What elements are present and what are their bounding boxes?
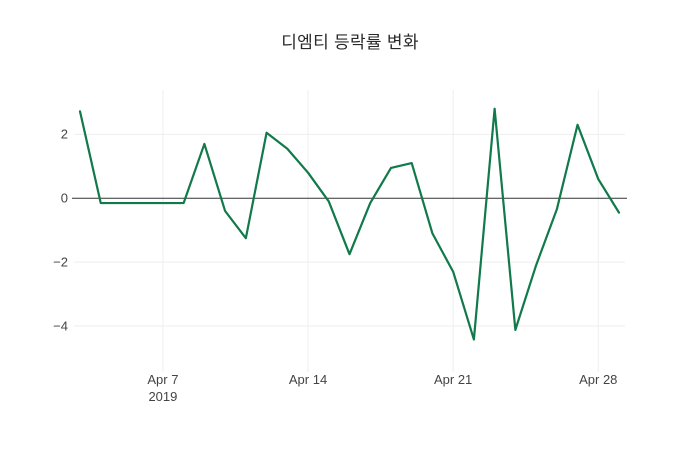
x-axis-tick-label: Apr 14 (248, 372, 368, 387)
x-axis-tick-label-text: Apr 14 (288, 372, 328, 387)
x-axis-year-label: 2019 (148, 389, 178, 404)
x-axis-tick-label-text: Apr 28 (579, 372, 618, 387)
data-series-line (78, 107, 621, 341)
plot-area (72, 90, 627, 372)
x-axis-tick-label-text: Apr 7 (147, 372, 179, 387)
x-axis-tick-label: Apr 21 (393, 372, 513, 387)
x-axis-tick-label-text: Apr 21 (433, 372, 473, 387)
y-axis-tick-label: 2 (60, 126, 68, 142)
y-axis-tick-label: −4 (53, 318, 68, 334)
line-chart-svg (72, 90, 627, 372)
vertical-gridlines (162, 90, 599, 372)
horizontal-gridlines (74, 133, 625, 327)
y-axis-tick-label: 0 (60, 190, 68, 206)
x-axis-tick-label: Apr 28 (538, 372, 658, 387)
y-axis-tick-label: −2 (53, 254, 68, 270)
x-axis-tick-label: Apr 7 2019 (103, 372, 223, 404)
chart-title: 디엠티 등락률 변화 (281, 33, 419, 52)
